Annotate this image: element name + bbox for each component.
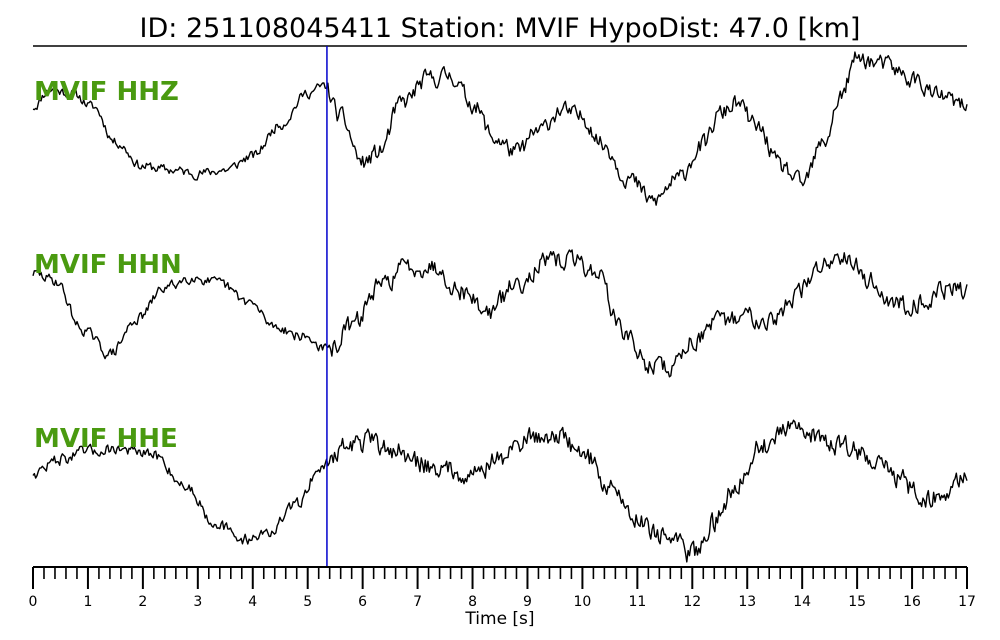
x-tick-label: 13 xyxy=(738,594,756,610)
x-tick-label: 17 xyxy=(958,594,976,610)
x-axis: 0 1 2 3 4 5 6 7 8 9 10 11 12 13 14 15 16 17 xyxy=(29,566,976,610)
traces-group xyxy=(32,51,968,563)
x-tick-label: 14 xyxy=(793,594,811,610)
x-tick-label: 10 xyxy=(573,594,591,610)
x-tick-label: 9 xyxy=(523,594,532,610)
x-tick-label: 3 xyxy=(193,594,202,610)
x-tick-label: 16 xyxy=(903,594,921,610)
trace-label-mvif-hhz: MVIF HHZ xyxy=(34,77,179,107)
x-tick-label: 2 xyxy=(138,594,147,610)
x-axis-ticks: 0 1 2 3 4 5 6 7 8 9 10 11 12 13 14 15 16 17 xyxy=(29,567,976,610)
x-tick-label: 11 xyxy=(628,594,646,610)
trace-label-mvif-hhn: MVIF HHN xyxy=(34,250,182,280)
trace-mvif-hhn xyxy=(32,249,968,378)
x-tick-label: 1 xyxy=(83,594,92,610)
x-tick-label: 5 xyxy=(303,594,312,610)
x-tick-label: 7 xyxy=(413,594,422,610)
x-tick-label: 15 xyxy=(848,594,866,610)
x-tick-label: 8 xyxy=(468,594,477,610)
trace-mvif-hhe xyxy=(32,419,968,563)
x-tick-label: 6 xyxy=(358,594,367,610)
trace-mvif-hhz xyxy=(32,51,968,206)
x-tick-label: 12 xyxy=(683,594,701,610)
x-tick-label: 0 xyxy=(29,594,38,610)
x-axis-label: Time [s] xyxy=(464,609,534,629)
trace-labels-group: MVIF HHZ MVIF HHN MVIF HHE xyxy=(34,77,182,454)
trace-label-mvif-hhe: MVIF HHE xyxy=(34,424,178,454)
chart-title: ID: 251108045411 Station: MVIF HypoDist:… xyxy=(140,13,861,44)
x-tick-label: 4 xyxy=(248,594,257,610)
